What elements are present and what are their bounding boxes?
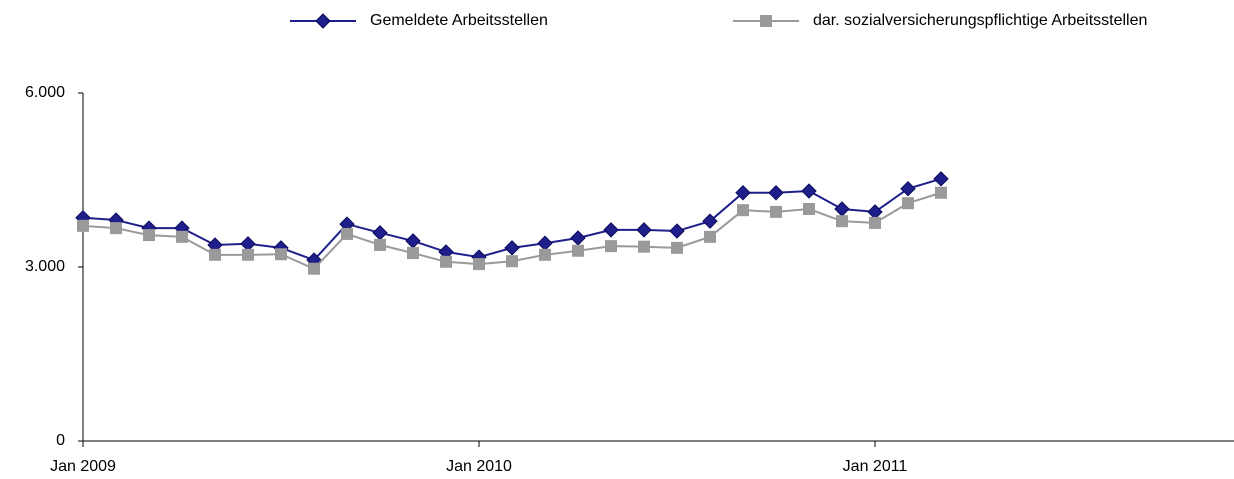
data-point <box>867 204 883 220</box>
data-point <box>834 201 850 217</box>
data-point <box>77 219 89 232</box>
legend-marker <box>760 15 772 27</box>
data-point <box>143 229 155 242</box>
data-point <box>275 248 287 261</box>
data-point <box>638 240 650 253</box>
data-point <box>933 171 949 187</box>
data-point <box>242 248 254 261</box>
data-point <box>341 227 353 240</box>
data-point <box>770 205 782 218</box>
data-point <box>935 186 947 199</box>
data-point <box>506 255 518 268</box>
data-point <box>671 241 683 254</box>
data-point <box>836 215 848 228</box>
legend-label: Gemeldete Arbeitsstellen <box>370 12 548 29</box>
data-point <box>176 230 188 243</box>
y-tick-label: 6.000 <box>25 84 65 101</box>
data-point <box>636 222 652 238</box>
legend-label: dar. sozialversicherungspflichtige Arbei… <box>813 12 1147 29</box>
x-tick-label: Jan 2009 <box>50 458 116 475</box>
data-point <box>902 197 914 210</box>
data-point <box>539 248 551 261</box>
data-point <box>704 230 716 243</box>
data-point <box>407 247 419 260</box>
data-point <box>735 185 751 201</box>
data-point <box>537 235 553 251</box>
legend-marker <box>315 13 331 29</box>
data-point <box>308 262 320 275</box>
data-point <box>209 248 221 261</box>
data-point <box>504 240 520 256</box>
data-point <box>605 240 617 253</box>
y-tick-label: 3.000 <box>25 258 65 275</box>
data-point <box>869 216 881 229</box>
data-point <box>768 185 784 201</box>
data-point <box>803 203 815 215</box>
data-point <box>374 238 386 251</box>
y-tick-label: 0 <box>56 432 65 449</box>
data-point <box>669 223 685 239</box>
x-tick-label: Jan 2011 <box>843 458 908 475</box>
data-point <box>572 244 584 257</box>
data-point <box>440 255 452 268</box>
data-point <box>801 183 817 199</box>
data-point <box>473 258 485 271</box>
data-point <box>110 222 122 235</box>
x-tick-label: Jan 2010 <box>446 458 512 475</box>
data-point <box>372 225 388 241</box>
data-point <box>702 213 718 229</box>
data-point <box>900 180 916 197</box>
data-point <box>570 230 586 246</box>
data-point <box>240 236 256 252</box>
data-point <box>737 204 749 217</box>
data-point <box>603 222 619 238</box>
data-point <box>405 233 421 249</box>
